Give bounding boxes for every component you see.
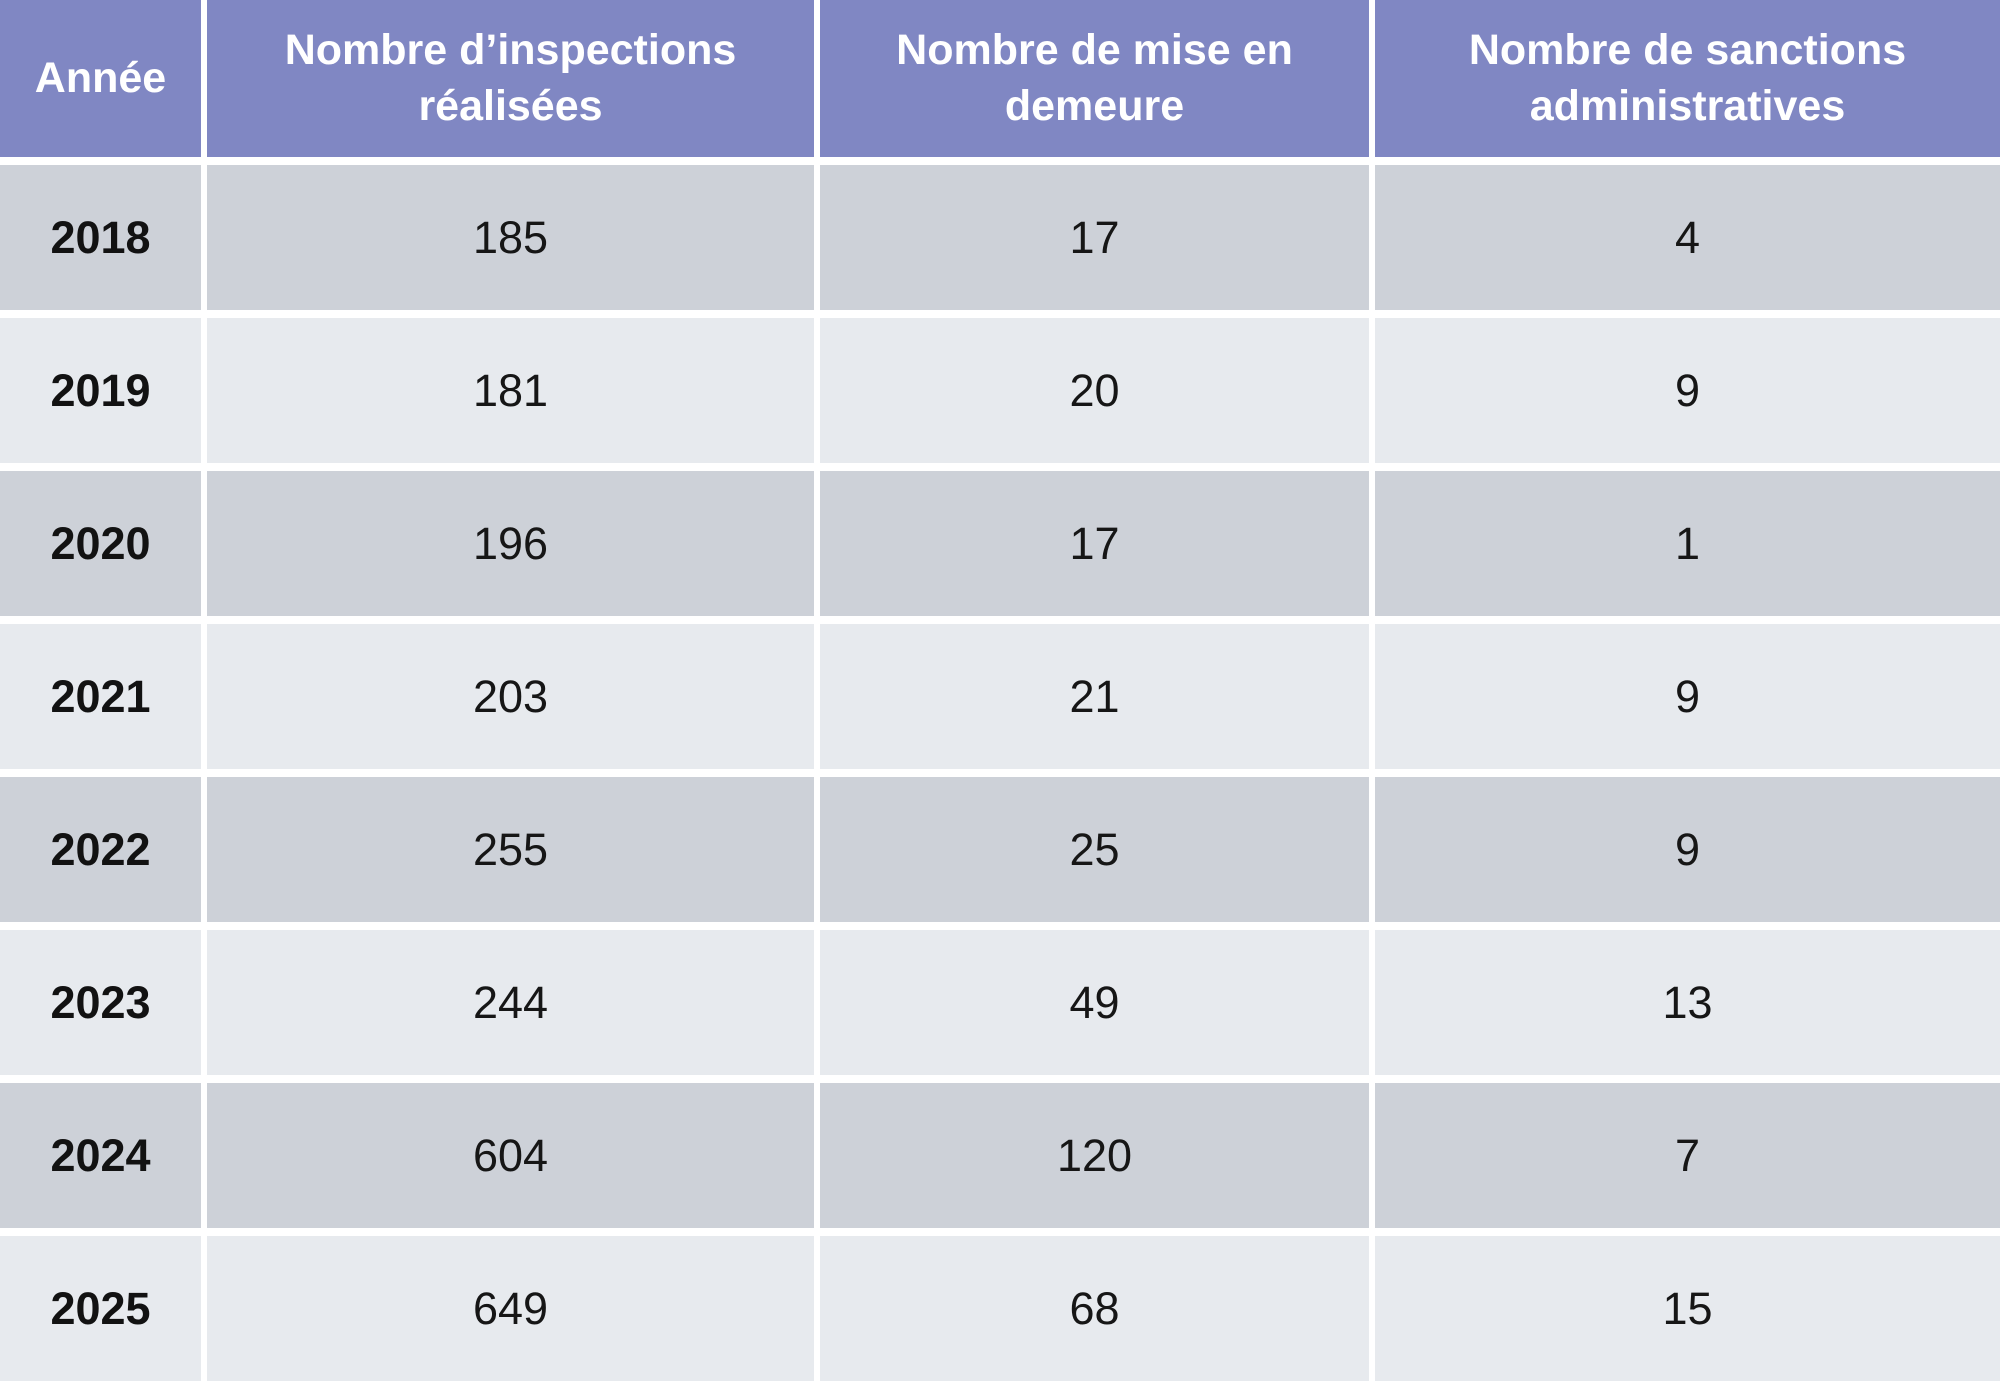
year-cell-2025: 2025: [0, 1236, 201, 1381]
column-header-inspections: Nombre d’inspections réalisées: [207, 0, 814, 157]
value-cell-sanctions-2019: 9: [1375, 318, 2000, 463]
value-cell-inspections-2018: 185: [207, 165, 814, 310]
year-cell-2023: 2023: [0, 930, 201, 1075]
value-cell-inspections-2020: 196: [207, 471, 814, 616]
value-cell-mises-en-demeure-2018: 17: [820, 165, 1369, 310]
value-cell-sanctions-2023: 13: [1375, 930, 2000, 1075]
value-cell-inspections-2019: 181: [207, 318, 814, 463]
value-cell-sanctions-2024: 7: [1375, 1083, 2000, 1228]
value-cell-inspections-2022: 255: [207, 777, 814, 922]
value-cell-mises-en-demeure-2022: 25: [820, 777, 1369, 922]
value-cell-inspections-2024: 604: [207, 1083, 814, 1228]
year-cell-2019: 2019: [0, 318, 201, 463]
value-cell-mises-en-demeure-2025: 68: [820, 1236, 1369, 1381]
value-cell-sanctions-2021: 9: [1375, 624, 2000, 769]
value-cell-inspections-2023: 244: [207, 930, 814, 1075]
value-cell-mises-en-demeure-2021: 21: [820, 624, 1369, 769]
value-cell-inspections-2025: 649: [207, 1236, 814, 1381]
year-cell-2022: 2022: [0, 777, 201, 922]
value-cell-sanctions-2020: 1: [1375, 471, 2000, 616]
year-cell-2021: 2021: [0, 624, 201, 769]
year-cell-2018: 2018: [0, 165, 201, 310]
column-header-sanctions: Nombre de sanctions administratives: [1375, 0, 2000, 157]
value-cell-sanctions-2018: 4: [1375, 165, 2000, 310]
column-header-mises-en-demeure: Nombre de mise en demeure: [820, 0, 1369, 157]
value-cell-sanctions-2022: 9: [1375, 777, 2000, 922]
year-cell-2024: 2024: [0, 1083, 201, 1228]
value-cell-mises-en-demeure-2020: 17: [820, 471, 1369, 616]
value-cell-inspections-2021: 203: [207, 624, 814, 769]
column-header-annee: Année: [0, 0, 201, 157]
value-cell-sanctions-2025: 15: [1375, 1236, 2000, 1381]
year-cell-2020: 2020: [0, 471, 201, 616]
value-cell-mises-en-demeure-2024: 120: [820, 1083, 1369, 1228]
value-cell-mises-en-demeure-2023: 49: [820, 930, 1369, 1075]
value-cell-mises-en-demeure-2019: 20: [820, 318, 1369, 463]
